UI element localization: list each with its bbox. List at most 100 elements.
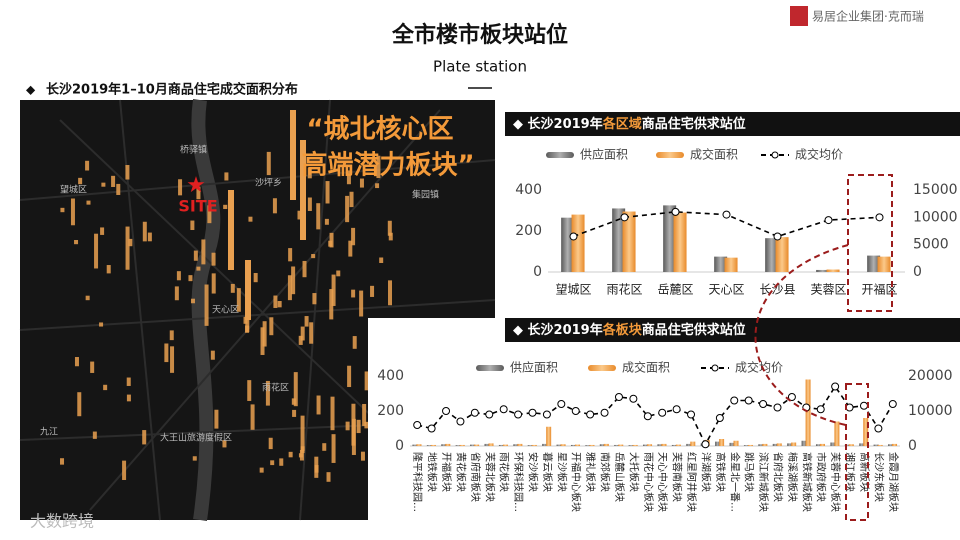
bar xyxy=(815,444,821,446)
map-bar xyxy=(85,295,90,301)
map-bar xyxy=(192,456,197,461)
bar xyxy=(844,444,850,446)
logo-text: 易居企业集团·克而瑞 xyxy=(812,9,924,24)
x-tick-label: 金星北一番… xyxy=(728,452,741,512)
highlight-box xyxy=(847,174,893,312)
bar xyxy=(612,208,626,272)
bar xyxy=(589,444,595,446)
y2-tick-label: 10000 xyxy=(913,209,958,225)
map-bar xyxy=(326,472,331,482)
highlight xyxy=(754,174,893,521)
x-tick-label: 红星阿井板块 xyxy=(685,452,698,512)
bar xyxy=(484,443,490,446)
map-bar xyxy=(111,175,116,187)
legend-swatch xyxy=(588,365,616,371)
map-bar xyxy=(196,186,201,200)
x-tick-label: 芙蓉南板块 xyxy=(671,452,684,502)
chart-panel xyxy=(368,318,960,525)
chart-title-part: 各区域 xyxy=(602,116,642,132)
legend-label: 供应面积 xyxy=(510,360,558,375)
map-bar xyxy=(302,260,307,278)
bar xyxy=(441,444,447,446)
map-bar xyxy=(328,240,333,247)
legend-swatch xyxy=(711,364,719,372)
map-bar xyxy=(260,327,265,355)
map-bar xyxy=(272,198,277,214)
map-bar xyxy=(142,221,147,242)
map-bar xyxy=(243,316,248,324)
price-point xyxy=(715,414,724,422)
price-point xyxy=(528,408,537,417)
highlight-box xyxy=(845,383,869,521)
map-bar xyxy=(291,398,296,405)
x-tick-label: 省府南板块 xyxy=(469,452,482,502)
map-bar xyxy=(101,182,106,187)
map-bar xyxy=(269,317,274,336)
x-tick-label: 黄花板块 xyxy=(454,452,467,492)
map-bar xyxy=(100,227,105,235)
map-bar xyxy=(178,179,183,196)
bar xyxy=(816,269,830,272)
bar xyxy=(715,441,721,446)
map-bar xyxy=(190,220,195,231)
bar xyxy=(632,444,638,446)
map-bar xyxy=(279,458,284,466)
legend-swatch xyxy=(476,365,504,371)
price-point xyxy=(600,408,609,417)
bar xyxy=(628,445,634,446)
bar xyxy=(585,445,591,446)
price-point xyxy=(514,410,523,419)
map-bar xyxy=(253,273,258,283)
map-bar xyxy=(265,380,270,406)
map-bar xyxy=(103,384,108,391)
price-point xyxy=(773,403,782,412)
map-bar xyxy=(370,285,375,297)
bar xyxy=(888,444,894,446)
bar xyxy=(661,443,667,446)
bar xyxy=(556,444,562,446)
slide-subtitle: Plate station xyxy=(433,58,527,76)
bar xyxy=(542,443,548,446)
bar xyxy=(686,443,692,446)
bar xyxy=(801,440,807,446)
map-bar xyxy=(348,240,353,257)
bar xyxy=(459,444,465,446)
price-point xyxy=(456,417,465,426)
bar xyxy=(560,444,566,446)
map-bar xyxy=(331,274,336,306)
map-bar xyxy=(236,288,241,312)
map-bar xyxy=(128,238,133,247)
y-tick-label: 0 xyxy=(533,264,542,280)
map-bar xyxy=(60,207,65,213)
slide-title: 全市楼市板块站位 xyxy=(391,22,568,48)
price-point xyxy=(730,396,739,405)
chart-header-bar xyxy=(505,318,960,342)
map-bar xyxy=(86,200,91,205)
map-bar xyxy=(164,343,169,363)
bar xyxy=(819,443,825,446)
price-point xyxy=(773,232,782,241)
map-bar xyxy=(201,239,206,265)
map-bar xyxy=(360,451,365,461)
map-bar xyxy=(329,232,334,248)
bar xyxy=(805,379,811,446)
bar xyxy=(830,442,836,446)
bar xyxy=(647,444,653,446)
bar xyxy=(412,444,418,446)
bar xyxy=(599,444,605,446)
x-tick-label: 地铁板块 xyxy=(426,452,439,492)
x-tick-label: 芙蓉区 xyxy=(810,283,846,297)
price-point xyxy=(658,408,667,417)
map-bar xyxy=(349,191,354,208)
bar xyxy=(470,444,476,446)
map-bar xyxy=(388,280,393,306)
map-bar xyxy=(188,275,193,282)
legend-label: 成交均价 xyxy=(735,360,783,375)
x-tick-label: 芙蓉中心板块 xyxy=(829,452,842,512)
bar xyxy=(498,444,504,446)
price-point xyxy=(571,407,580,415)
place-label: 雨花区 xyxy=(262,382,289,394)
bar xyxy=(873,444,879,446)
road xyxy=(299,99,331,521)
map-bar xyxy=(74,239,79,245)
